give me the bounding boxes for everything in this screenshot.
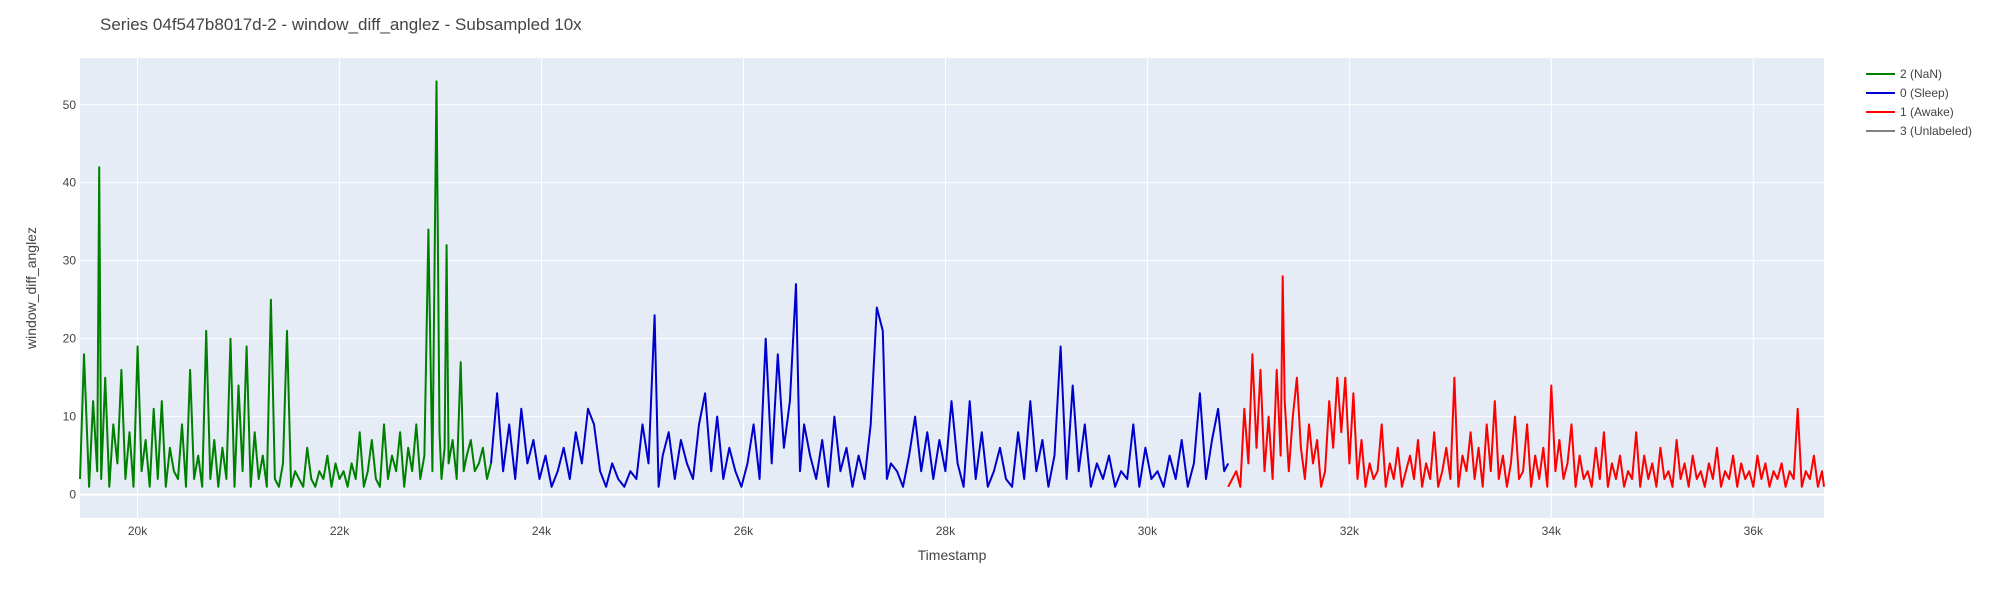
gridlines [80, 58, 1824, 518]
chart-title: Series 04f547b8017d-2 - window_diff_angl… [100, 15, 582, 34]
y-tick-label: 0 [69, 488, 76, 502]
x-axis-title: Timestamp [918, 547, 987, 563]
y-tick-label: 40 [63, 176, 77, 190]
series-layer [79, 80, 1825, 488]
legend-item[interactable]: 0 (Sleep) [1866, 86, 1949, 100]
legend-item[interactable]: 2 (NaN) [1866, 67, 1942, 81]
x-tick-label: 24k [532, 524, 552, 538]
y-tick-label: 10 [63, 410, 77, 424]
x-axis-ticks: 20k 22k 24k 26k 28k 30k 32k 34k 36k [128, 524, 1764, 538]
y-axis-title: window_diff_anglez [23, 227, 39, 350]
x-tick-label: 34k [1542, 524, 1562, 538]
x-tick-label: 26k [734, 524, 754, 538]
legend-label: 3 (Unlabeled) [1900, 124, 1972, 138]
legend-label: 0 (Sleep) [1900, 86, 1949, 100]
series-line-2 [1227, 275, 1825, 488]
y-tick-label: 20 [63, 332, 77, 346]
x-tick-label: 30k [1138, 524, 1158, 538]
y-axis-ticks: 0 10 20 30 40 50 [63, 98, 77, 502]
x-tick-label: 20k [128, 524, 148, 538]
legend-label: 1 (Awake) [1900, 105, 1954, 119]
legend-item[interactable]: 3 (Unlabeled) [1866, 124, 1972, 138]
x-tick-label: 22k [330, 524, 350, 538]
series-line-0 [79, 80, 492, 488]
x-tick-label: 36k [1744, 524, 1764, 538]
legend-item[interactable]: 1 (Awake) [1866, 105, 1954, 119]
y-tick-label: 30 [63, 254, 77, 268]
plot-area [80, 58, 1824, 518]
y-tick-label: 50 [63, 98, 77, 112]
legend[interactable]: 2 (NaN) 0 (Sleep) 1 (Awake) 3 (Unlabeled) [1866, 67, 1972, 138]
legend-label: 2 (NaN) [1900, 67, 1942, 81]
x-tick-label: 32k [1340, 524, 1360, 538]
x-tick-label: 28k [936, 524, 956, 538]
series-line-1 [490, 283, 1230, 488]
